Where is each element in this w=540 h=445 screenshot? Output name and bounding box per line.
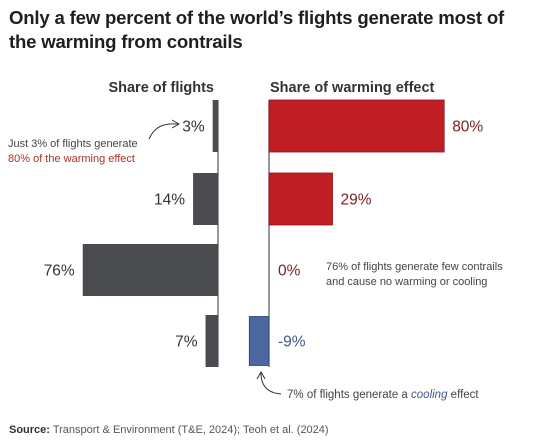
annotation-arrow-bottom [260, 372, 282, 395]
flights-value-label: 3% [182, 119, 205, 136]
warming-bar [268, 99, 445, 153]
flights-series-header: Share of flights [108, 80, 214, 96]
source-text: Transport & Environment (T&E, 2024); Teo… [52, 424, 329, 436]
annotation-middle-line1: 76% of flights generate few contrails [326, 261, 503, 273]
flights-value-label: 76% [44, 263, 75, 280]
flights-bar [205, 315, 218, 367]
warming-value-label: 80% [452, 119, 483, 136]
source-note: Source: Transport & Environment (T&E, 20… [9, 424, 329, 436]
flights-bar [82, 244, 218, 296]
warming-value-label: -9% [278, 334, 306, 351]
flights-bar [193, 173, 218, 225]
flights-value-label: 7% [175, 334, 198, 351]
chart-title: Only a few percent of the world’s flight… [9, 7, 504, 52]
flights-bar [212, 100, 218, 152]
annotation-bottom-emphasis: cooling [411, 389, 448, 401]
annotation-top-left-line1: Just 3% of flights generate [8, 138, 138, 150]
annotation-middle-line2: and cause no warming or cooling [326, 276, 487, 288]
annotation-top-left-line2: 80% of the warming effect [8, 153, 135, 165]
cooling-bar [248, 316, 270, 366]
annotation-bottom: 7% of flights generate a cooling effect [287, 389, 479, 401]
bars-group [82, 99, 445, 367]
series-headers: Share of flights Share of warming effect [108, 80, 434, 96]
value-labels-group: 3% 14% 76% 7% 80% 29% 0% -9% [44, 119, 484, 351]
flights-value-label: 14% [154, 192, 185, 209]
warming-series-header: Share of warming effect [270, 80, 435, 96]
annotation-arrowhead-top [171, 119, 181, 129]
warming-value-label: 29% [341, 192, 372, 209]
warming-value-label: 0% [278, 263, 301, 280]
annotation-arrow-top [148, 123, 179, 140]
annotation-bottom-prefix: 7% of flights generate a [287, 389, 411, 401]
annotation-arrowhead-bottom [256, 370, 266, 380]
annotation-bottom-suffix: effect [447, 389, 479, 401]
source-label: Source: [9, 424, 50, 436]
warming-bar [268, 172, 333, 226]
annotations-group: Just 3% of flights generate 80% of the wa… [8, 119, 503, 401]
